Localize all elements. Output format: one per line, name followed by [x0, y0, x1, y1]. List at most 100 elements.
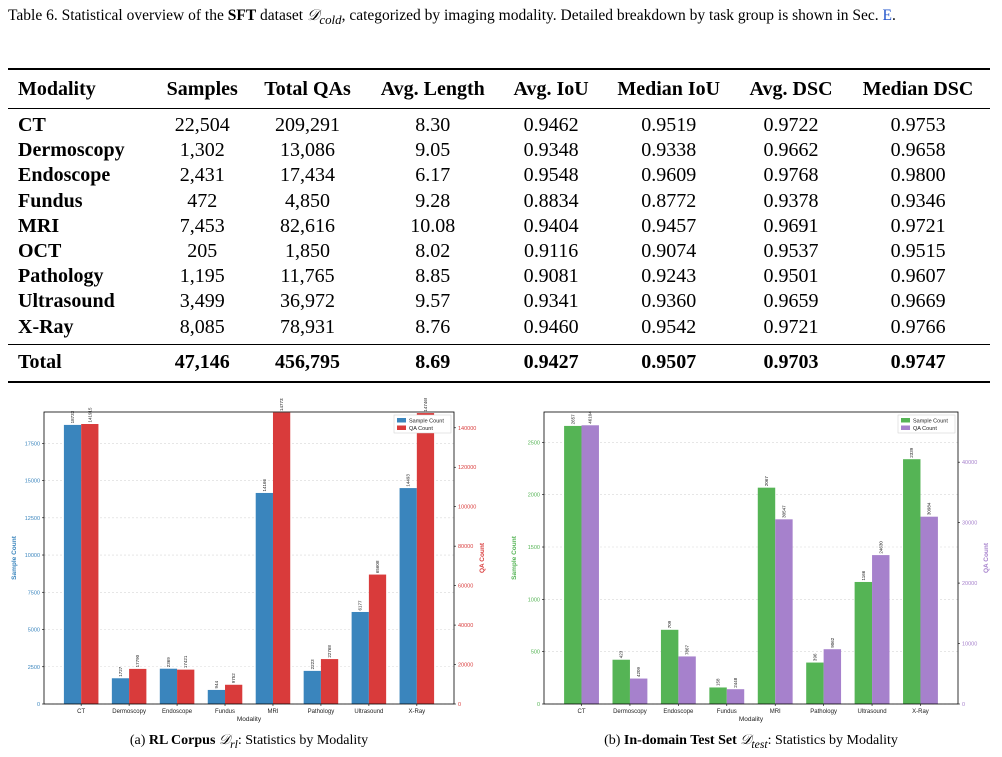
table-cell: 8.02 — [415, 240, 451, 263]
column-header: Total QAs — [264, 77, 351, 100]
x-tick-label: X-Ray — [409, 709, 426, 715]
table-cell: 0.9519 — [641, 114, 697, 137]
bar-sample-count — [806, 662, 824, 704]
table-cell: 0.9542 — [641, 315, 697, 338]
data-label-qa: 147733 — [279, 398, 284, 411]
y-tick-label: 1000 — [528, 597, 540, 603]
data-label-qa: 65608 — [375, 560, 380, 573]
table-cell: 472 — [187, 189, 218, 212]
bar-qa-count — [920, 516, 938, 704]
bar-sample-count — [111, 678, 130, 704]
table-row: Fundus 472 4,850 9.28 0.8834 0.8772 0.9378 0.93… — [8, 189, 990, 214]
table-cell: 0.9721 — [890, 214, 946, 237]
data-label-qa: 141915 — [87, 407, 92, 423]
data-label-sample: 2223 — [310, 659, 315, 670]
bar-sample-count — [303, 670, 321, 704]
section-link[interactable]: E — [882, 7, 892, 24]
modality-cell: CT — [18, 114, 46, 137]
y-right-tick-label: 140000 — [458, 426, 476, 432]
bar-qa-count — [272, 412, 291, 704]
y-tick-label: 5000 — [28, 628, 40, 634]
data-label-sample: 2369 — [166, 657, 171, 668]
data-label-sample: 396 — [812, 653, 817, 661]
data-label-qa: 17790 — [135, 654, 140, 667]
data-label-sample: 423 — [619, 650, 624, 658]
table-cell: 11,765 — [280, 265, 335, 288]
table-cell: 78,931 — [280, 315, 335, 338]
table-cell: 0.9662 — [763, 139, 819, 162]
x-tick-label: MRI — [267, 709, 278, 715]
bar-qa-count — [726, 689, 745, 704]
y-tick-label: 0 — [537, 702, 540, 708]
x-tick-label: Fundus — [717, 709, 737, 715]
data-label-sample: 944 — [214, 680, 219, 688]
y-tick-label: 7500 — [28, 590, 40, 596]
table-cell: 205 — [187, 240, 218, 263]
caption-math: 𝒟 — [306, 7, 320, 24]
data-label-qa: 17421 — [183, 655, 188, 668]
bar-chart-rl-corpus: 18733 141915 CT 1727 17790 Dermoscopy 2369 1742… — [11, 396, 486, 723]
column-header: Avg. Length — [380, 77, 485, 100]
column-header: Avg. DSC — [749, 77, 833, 100]
data-label-qa: 9062 — [830, 637, 835, 648]
table-cell: 209,291 — [275, 114, 340, 137]
table-cell: 0.9427 — [523, 351, 579, 374]
data-label-sample: 18733 — [70, 410, 75, 423]
table-cell: 0.9460 — [523, 315, 579, 338]
table-cell: 10.08 — [410, 214, 456, 237]
table-row: OCT 205 1,850 8.02 0.9116 0.9074 0.9537 0.9515 — [8, 239, 990, 264]
table-cell: 0.9721 — [763, 315, 819, 338]
bar-qa-count — [177, 669, 195, 704]
table-cell: 0.9341 — [523, 290, 579, 313]
data-label-qa: 22768 — [327, 645, 332, 658]
y-right-tick-label: 30000 — [962, 521, 977, 527]
x-tick-label: Endoscope — [162, 709, 193, 715]
x-axis-label: Modality — [739, 716, 764, 723]
table-cell: 0.9609 — [641, 164, 697, 187]
y-tick-label: 10000 — [25, 553, 40, 559]
bar-qa-count — [81, 424, 99, 704]
modality-cell: X-Ray — [18, 315, 74, 338]
table-cell: 0.8772 — [641, 189, 697, 212]
y-right-tick-label: 0 — [962, 702, 965, 708]
table-cell: 0.9669 — [890, 290, 946, 313]
table-cell: 0.9607 — [890, 265, 946, 288]
y-tick-label: 0 — [37, 702, 40, 708]
x-tick-label: X-Ray — [912, 709, 929, 715]
data-label-qa: 30547 — [781, 505, 786, 518]
table-cell: 0.9507 — [641, 351, 697, 374]
modality-cell: Pathology — [18, 265, 104, 288]
statistics-table: Modality Samples Total QAs Avg. Length A… — [8, 68, 990, 383]
table-cell: 0.9548 — [523, 164, 579, 187]
table-row: CT 22,504 209,291 8.30 0.9462 0.9519 0.9722 0.9… — [8, 109, 990, 139]
table-cell: 0.9338 — [641, 139, 697, 162]
y-axis-label: Sample Count — [511, 535, 518, 580]
data-label-sample: 6177 — [358, 600, 363, 611]
table-cell: 0.9747 — [890, 351, 946, 374]
data-label-qa: 9752 — [231, 673, 236, 684]
table-cell: 0.9348 — [523, 139, 579, 162]
data-label-qa: 2448 — [733, 677, 738, 688]
y-right-tick-label: 10000 — [962, 642, 977, 648]
bar-sample-count — [903, 459, 921, 704]
table-cell: 0.9081 — [523, 265, 579, 288]
legend-swatch-sample — [397, 418, 406, 423]
bar-qa-count — [416, 413, 435, 704]
y-tick-label: 12500 — [25, 516, 40, 522]
table-cell: 1,195 — [179, 265, 225, 288]
y-axis-label: Sample Count — [11, 535, 18, 580]
data-label-qa: 4209 — [636, 667, 641, 678]
table-body: CT 22,504 209,291 8.30 0.9462 0.9519 0.9722 0.9… — [8, 109, 990, 345]
bar-sample-count — [660, 629, 679, 704]
y-right-tick-label: 120000 — [458, 465, 476, 471]
plot-frame — [543, 411, 959, 705]
table-cell: 2,431 — [179, 164, 225, 187]
table-cell: 82,616 — [280, 214, 335, 237]
table-cell: 13,086 — [280, 139, 335, 162]
bar-qa-count — [629, 678, 648, 704]
legend-label-sample: Sample Count — [409, 418, 444, 424]
table-cell: 7,453 — [179, 214, 225, 237]
y-tick-label: 15000 — [25, 479, 40, 485]
bar-qa-count — [368, 574, 387, 704]
table-cell: 0.9691 — [763, 214, 819, 237]
